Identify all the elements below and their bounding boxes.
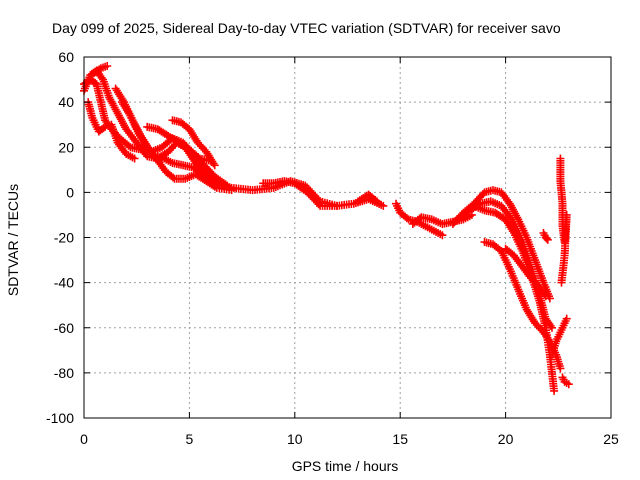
series-track-7 <box>117 98 219 190</box>
data-point-marker <box>379 201 388 210</box>
x-tick-label: 25 <box>603 431 619 447</box>
data-point-marker <box>542 234 551 243</box>
axis-ticks: 0 5 10 15 20 25 -100 -80 -60 -40 -20 0 20 40 60 <box>46 49 619 447</box>
data-point-marker <box>210 161 219 170</box>
x-axis-label: GPS time / hours <box>292 458 399 474</box>
y-tick-label: 20 <box>58 139 74 155</box>
series-track-11 <box>354 190 381 206</box>
y-tick-label: -80 <box>54 365 74 381</box>
x-tick-label: 0 <box>80 431 88 447</box>
series-track-21 <box>548 314 571 359</box>
series-track-18 <box>501 244 550 301</box>
x-tick-label: 15 <box>392 431 408 447</box>
data-point-marker <box>130 154 139 163</box>
series-track-13 <box>408 210 476 228</box>
data-point-marker <box>541 292 550 301</box>
y-axis-label: SDTVAR / TECUs <box>5 184 21 296</box>
x-tick-label: 5 <box>186 431 194 447</box>
series-track-12 <box>392 199 447 240</box>
data-points <box>80 62 573 395</box>
series-track-22 <box>558 373 573 389</box>
data-point-marker <box>545 294 554 303</box>
data-point-marker <box>221 180 230 189</box>
data-point-marker <box>556 364 565 373</box>
series-track-10 <box>259 177 341 210</box>
series-track-20 <box>556 154 571 287</box>
data-point-marker <box>438 231 447 240</box>
data-point-marker <box>373 197 381 206</box>
y-tick-label: -20 <box>54 230 74 246</box>
y-tick-label: -100 <box>46 410 74 426</box>
grid-lines <box>84 57 611 418</box>
y-tick-label: 0 <box>66 184 74 200</box>
data-point-marker <box>169 173 177 182</box>
data-point-marker <box>210 181 219 190</box>
data-point-marker <box>314 200 323 209</box>
series-track-19 <box>539 229 552 244</box>
data-point-marker <box>208 180 217 189</box>
data-point-marker <box>562 314 571 323</box>
data-point-marker <box>333 201 341 210</box>
data-point-marker <box>227 186 236 195</box>
x-tick-label: 20 <box>498 431 514 447</box>
series-track-4 <box>90 62 112 77</box>
data-point-marker <box>103 62 112 70</box>
y-tick-label: 40 <box>58 94 74 110</box>
y-tick-label: -60 <box>54 320 74 336</box>
chart-title: Day 099 of 2025, Sidereal Day-to-day VTE… <box>52 20 561 36</box>
data-point-marker <box>557 278 566 287</box>
data-point-marker <box>540 290 549 299</box>
data-point-marker <box>550 386 559 395</box>
data-point-marker <box>101 122 110 131</box>
data-point-marker <box>564 380 573 389</box>
data-point-marker <box>543 235 552 244</box>
x-tick-label: 10 <box>287 431 303 447</box>
data-point-marker <box>371 196 380 204</box>
series-track-5 <box>107 120 139 163</box>
series-track-17 <box>480 238 565 373</box>
data-point-marker <box>99 124 108 133</box>
y-tick-label: 60 <box>58 49 74 65</box>
series-track-9 <box>168 116 219 170</box>
y-tick-label: -40 <box>54 275 74 291</box>
